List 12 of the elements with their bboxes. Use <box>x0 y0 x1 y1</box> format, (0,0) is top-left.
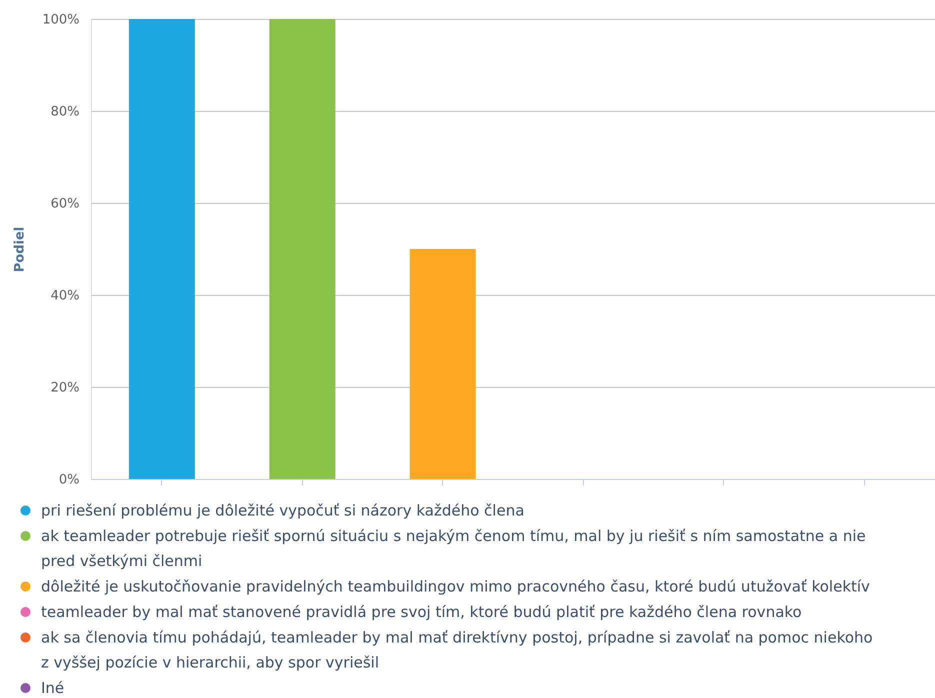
legend-label: Iné <box>41 679 64 697</box>
y-axis-title: Podiel <box>12 226 28 272</box>
y-tick-label: 100% <box>42 12 80 28</box>
y-tick-label: 20% <box>50 380 80 396</box>
legend-label: teamleader by mal mať stanovené pravidlá pre svoj tím, ktoré budú platiť pre každého člena rovnako <box>41 603 802 621</box>
legend-label: ak sa členovia tímu pohádajú, teamleader by mal mať direktívny postoj, prípadne si zavolať na pomoc niekoho z vyššej pozície v hierarchii, aby spor vyriešil <box>41 628 873 672</box>
y-tick-label: 0% <box>58 472 80 488</box>
y-tick-label: 60% <box>50 196 80 212</box>
legend-label: pri riešení problému je dôležité vypočuť si názory každého člena <box>41 502 524 520</box>
y-tick-label: 80% <box>50 104 80 120</box>
legend-label: dôležité je uskutočňovanie pravidelných teambuildingov mimo pracovného času, ktoré budú utužovať kolektív <box>41 578 870 596</box>
y-tick-label: 40% <box>50 288 80 304</box>
